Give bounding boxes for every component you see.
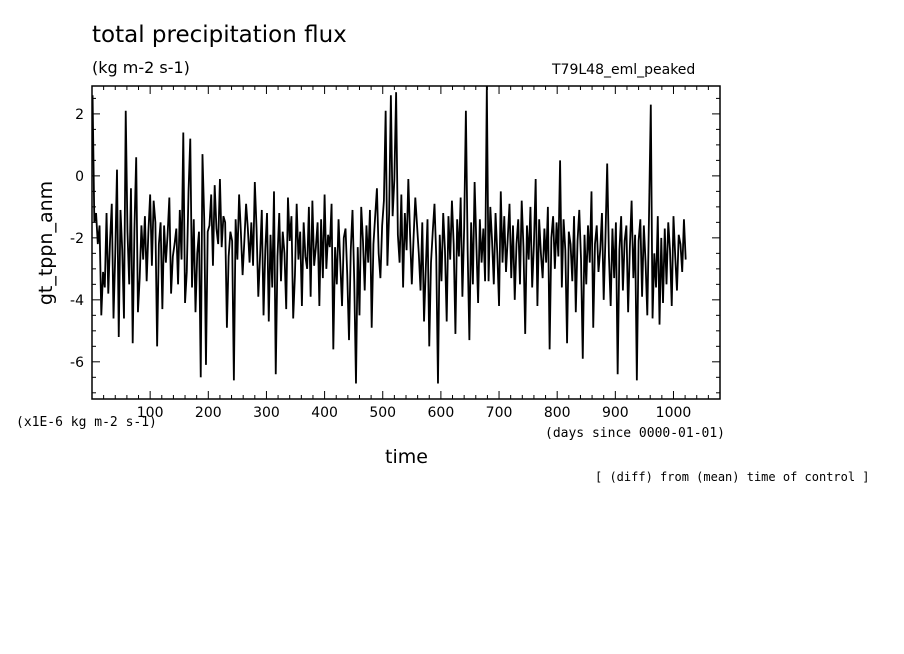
x-tick-label: 600 (428, 405, 455, 421)
series-line (91, 85, 687, 384)
chart-units-label: (kg m-2 s-1) (92, 58, 190, 77)
y-tick-label: -6 (70, 355, 84, 371)
x-tick-label: 700 (486, 405, 513, 421)
x-tick-label: 800 (544, 405, 571, 421)
y-scale-note: (x1E-6 kg m-2 s-1) (16, 415, 157, 430)
footnote: [ (diff) from (mean) time of control ] (595, 470, 870, 484)
x-tick-label: 400 (311, 405, 338, 421)
y-tick-label: -4 (70, 293, 84, 309)
y-tick-label: 2 (75, 107, 84, 123)
x-tick-label: 100 (137, 405, 164, 421)
x-tick-label: 1000 (656, 405, 692, 421)
x-tick-label: 900 (602, 405, 629, 421)
x-axis-units: (days since 0000-01-01) (545, 426, 726, 441)
x-tick-label: 500 (369, 405, 396, 421)
chart-title: total precipitation flux (92, 22, 347, 48)
y-tick-label: -2 (70, 231, 84, 247)
x-tick-label: 200 (195, 405, 222, 421)
run-label: T79L48_eml_peaked (552, 62, 696, 78)
y-axis-label: gt_tppn_anm (35, 181, 57, 305)
x-tick-label: 300 (253, 405, 280, 421)
x-axis-label: time (385, 446, 428, 468)
y-tick-label: 0 (75, 169, 84, 185)
plot-area: 100 200 300 400 500 600 700 800 900 1000 2 0 -2 -4 -6 (70, 85, 721, 421)
